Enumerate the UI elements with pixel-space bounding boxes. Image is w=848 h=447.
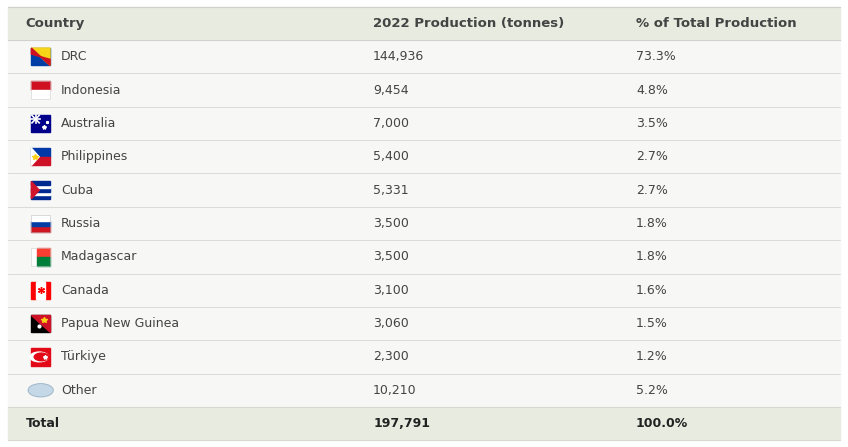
Text: Russia: Russia	[61, 217, 102, 230]
Bar	[8, 340, 840, 374]
Text: 3.5%: 3.5%	[636, 117, 668, 130]
Polygon shape	[31, 181, 39, 199]
Text: 7,000: 7,000	[373, 117, 409, 130]
Text: 2.7%: 2.7%	[636, 150, 668, 163]
Polygon shape	[31, 48, 50, 65]
Text: 3,500: 3,500	[373, 217, 409, 230]
Bar	[31, 81, 50, 90]
Text: Australia: Australia	[61, 117, 116, 130]
Bar	[31, 115, 50, 132]
Circle shape	[28, 384, 53, 397]
Bar	[8, 274, 840, 307]
Text: 2022 Production (tonnes): 2022 Production (tonnes)	[373, 17, 565, 30]
Bar	[37, 248, 50, 257]
Text: Cuba: Cuba	[61, 184, 93, 197]
Bar	[31, 215, 50, 221]
Bar	[31, 348, 50, 366]
Bar	[8, 107, 840, 140]
Bar	[46, 282, 50, 299]
Bar	[31, 221, 50, 226]
Text: 100.0%: 100.0%	[636, 417, 689, 430]
Circle shape	[34, 353, 48, 361]
Bar	[31, 282, 36, 299]
Bar	[37, 257, 50, 266]
Text: Türkiye: Türkiye	[61, 350, 106, 363]
Bar	[8, 407, 840, 440]
Bar	[31, 90, 50, 99]
Text: Total: Total	[25, 417, 59, 430]
Bar	[31, 48, 50, 65]
Bar	[31, 215, 50, 232]
Text: Other: Other	[61, 384, 97, 397]
Bar	[8, 140, 840, 173]
Polygon shape	[31, 315, 50, 332]
Text: Papua New Guinea: Papua New Guinea	[61, 317, 179, 330]
Text: 1.8%: 1.8%	[636, 217, 668, 230]
Circle shape	[30, 352, 48, 362]
Text: 5.2%: 5.2%	[636, 384, 668, 397]
Text: 9,454: 9,454	[373, 84, 409, 97]
Bar	[8, 207, 840, 240]
Bar	[31, 248, 50, 266]
Bar	[31, 195, 50, 199]
Text: 2.7%: 2.7%	[636, 184, 668, 197]
Bar	[31, 192, 50, 195]
Text: 1.6%: 1.6%	[636, 284, 667, 297]
Bar	[8, 7, 840, 40]
Bar	[8, 374, 840, 407]
Bar	[31, 157, 50, 165]
Bar	[8, 73, 840, 107]
Text: 3,100: 3,100	[373, 284, 409, 297]
Text: 5,400: 5,400	[373, 150, 409, 163]
Bar	[36, 282, 46, 299]
Bar	[31, 226, 50, 232]
Text: Country: Country	[25, 17, 85, 30]
Bar	[31, 81, 50, 99]
Text: 1.8%: 1.8%	[636, 250, 668, 263]
Text: 3,060: 3,060	[373, 317, 409, 330]
Text: 3,500: 3,500	[373, 250, 409, 263]
Bar	[31, 148, 50, 157]
Bar	[31, 185, 50, 189]
Text: Madagascar: Madagascar	[61, 250, 137, 263]
Text: 1.5%: 1.5%	[636, 317, 668, 330]
Bar	[31, 189, 50, 192]
Text: Philippines: Philippines	[61, 150, 128, 163]
Text: 1.2%: 1.2%	[636, 350, 667, 363]
Text: 197,791: 197,791	[373, 417, 430, 430]
Bar	[31, 315, 50, 332]
Text: 144,936: 144,936	[373, 50, 424, 63]
Bar	[31, 181, 50, 185]
Text: Canada: Canada	[61, 284, 109, 297]
Text: 4.8%: 4.8%	[636, 84, 668, 97]
Polygon shape	[31, 148, 39, 165]
Bar	[8, 307, 840, 340]
Text: 2,300: 2,300	[373, 350, 409, 363]
Bar	[8, 240, 840, 274]
Text: 73.3%: 73.3%	[636, 50, 676, 63]
Text: DRC: DRC	[61, 50, 87, 63]
Text: 5,331: 5,331	[373, 184, 409, 197]
Bar	[8, 40, 840, 73]
Text: 10,210: 10,210	[373, 384, 416, 397]
Text: % of Total Production: % of Total Production	[636, 17, 796, 30]
Bar	[31, 248, 50, 266]
Bar	[8, 173, 840, 207]
Text: Indonesia: Indonesia	[61, 84, 121, 97]
Polygon shape	[31, 48, 50, 65]
